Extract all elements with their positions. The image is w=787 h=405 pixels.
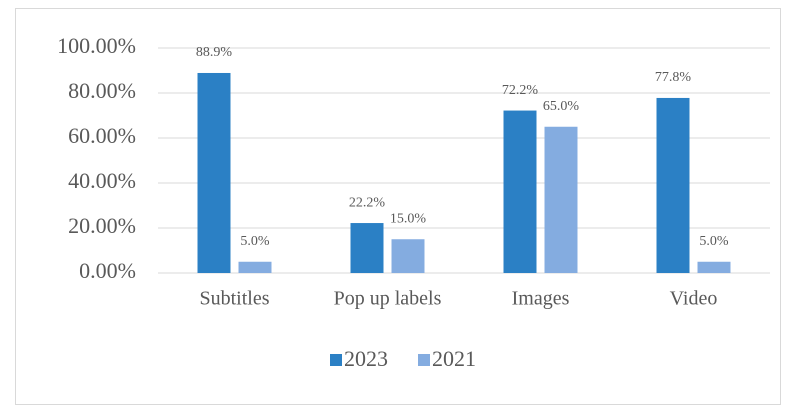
legend-label: 2021 [432,346,476,371]
data-label: 65.0% [543,99,580,114]
legend-swatch [418,354,430,366]
bar [350,223,384,273]
bar [391,239,425,273]
y-tick-label: 100.00% [57,33,136,58]
data-label: 15.0% [390,211,427,226]
legend-swatch [330,354,342,366]
bar [238,261,272,273]
y-tick-label: 40.00% [68,168,136,193]
x-tick-label: Images [512,288,570,310]
data-label: 72.2% [502,83,539,98]
bar [544,126,578,273]
data-label: 22.2% [349,195,386,210]
data-label: 88.9% [196,45,233,60]
x-tick-label: Pop up labels [334,288,442,310]
y-tick-label: 80.00% [68,78,136,103]
legend-label: 2023 [344,346,388,371]
data-label: 5.0% [699,234,729,249]
x-tick-label: Subtitles [199,288,269,310]
bar [656,97,690,273]
x-tick-label: Video [670,288,718,310]
bar [503,110,537,273]
data-label: 5.0% [240,234,270,249]
bar [697,261,731,273]
y-tick-label: 60.00% [68,123,136,148]
y-tick-label: 0.00% [79,258,136,283]
bar [197,72,231,273]
y-tick-label: 20.00% [68,213,136,238]
data-label: 77.8% [655,70,692,85]
